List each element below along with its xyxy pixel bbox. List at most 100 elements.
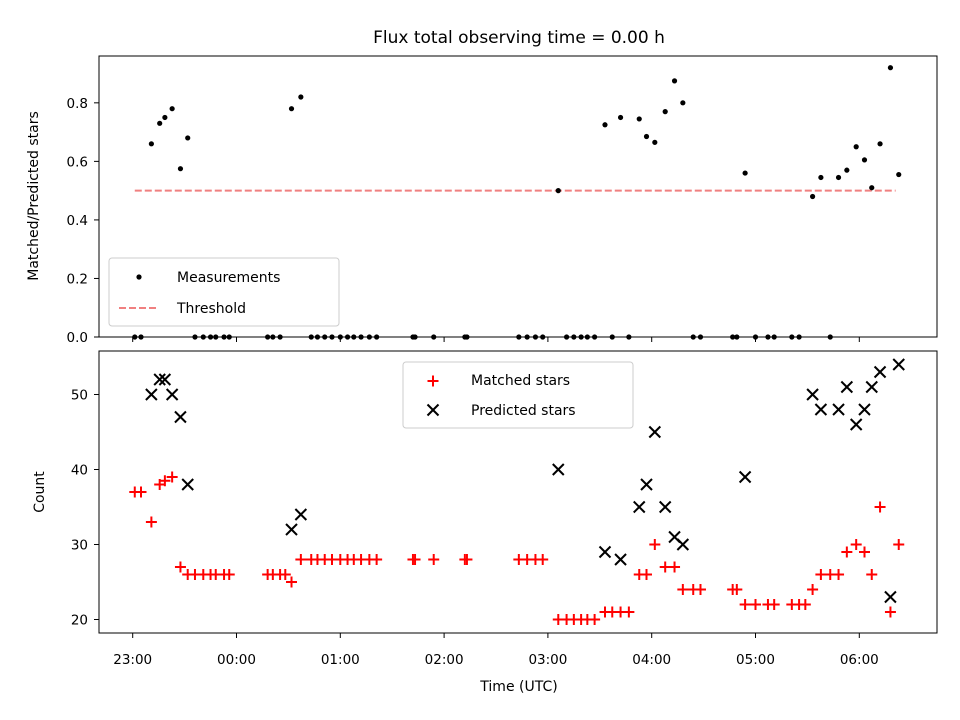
measurement-point bbox=[643, 133, 650, 140]
chart-title: Flux total observing time = 0.00 h bbox=[373, 28, 665, 48]
matched-star-point bbox=[750, 599, 761, 610]
measurement-point bbox=[555, 188, 561, 194]
predicted-star-point bbox=[884, 590, 897, 604]
matched-star-point bbox=[659, 561, 671, 573]
predicted-star-point bbox=[158, 373, 172, 386]
legend-matched-label: Matched stars bbox=[471, 373, 570, 389]
matched-star-point bbox=[159, 475, 171, 487]
legend-matched-plus bbox=[427, 375, 439, 387]
x-tick-label: 02:00 bbox=[425, 652, 464, 668]
predicted-star-point bbox=[648, 425, 662, 439]
predicted-star-point bbox=[840, 380, 854, 394]
predicted-star-point bbox=[153, 373, 166, 386]
x-tick-label: 06:00 bbox=[840, 652, 879, 668]
predicted-star-point bbox=[814, 403, 828, 416]
measurement-point bbox=[835, 174, 842, 181]
predicted-star-point bbox=[552, 463, 565, 476]
measurement-point bbox=[818, 174, 824, 181]
x-tick-label: 00:00 bbox=[217, 652, 256, 668]
legend-threshold-label: Threshold bbox=[176, 301, 246, 317]
matched-star-point bbox=[807, 584, 819, 595]
matched-star-point bbox=[409, 554, 421, 565]
measurement-point bbox=[148, 141, 154, 147]
matched-star-point bbox=[371, 554, 383, 565]
predicted-star-point bbox=[858, 403, 871, 416]
measurement-point bbox=[617, 114, 624, 121]
measurement-points bbox=[132, 65, 902, 340]
matched-star-point bbox=[669, 561, 681, 573]
predicted-star-point bbox=[633, 500, 646, 514]
predicted-star-point bbox=[165, 388, 179, 401]
matched-star-point bbox=[815, 569, 827, 580]
matched-star-point bbox=[641, 569, 653, 580]
bottom-y-axis-label: Count bbox=[32, 471, 48, 513]
x-tick-label: 01:00 bbox=[321, 652, 360, 668]
top-y-tick-label: 0.0 bbox=[67, 330, 88, 346]
x-tick-label: 05:00 bbox=[736, 652, 775, 668]
predicted-star-point bbox=[873, 365, 887, 379]
measurement-point bbox=[887, 65, 894, 71]
top-y-tick-label: 0.6 bbox=[67, 154, 88, 170]
predicted-star-point bbox=[832, 403, 845, 416]
matched-star-point bbox=[623, 606, 635, 618]
matched-star-point bbox=[858, 546, 870, 558]
bottom-x-ticks: 23:00 00:00 01:00 02:00 03:00 04:00 05:00 06:00 bbox=[113, 633, 879, 668]
predicted-star-points bbox=[145, 358, 905, 604]
bottom-y-tick-label: 40 bbox=[71, 463, 88, 479]
matched-star-point bbox=[731, 584, 743, 595]
x-tick-label: 23:00 bbox=[113, 652, 152, 668]
matched-star-point bbox=[589, 614, 601, 625]
predicted-star-point bbox=[676, 538, 690, 551]
predicted-star-point bbox=[738, 470, 752, 484]
measurement-point bbox=[809, 193, 816, 200]
matched-star-point bbox=[739, 599, 751, 610]
legend-predicted-label: Predicted stars bbox=[471, 403, 576, 419]
top-y-tick-label: 0.8 bbox=[67, 96, 88, 112]
top-y-ticks: 0.0 0.2 0.4 0.6 0.8 bbox=[67, 96, 99, 346]
top-y-tick-label: 0.4 bbox=[67, 213, 88, 229]
matched-star-point bbox=[461, 554, 473, 565]
matched-star-point bbox=[768, 599, 780, 610]
top-y-tick-label: 0.2 bbox=[67, 271, 88, 287]
measurement-point bbox=[185, 135, 191, 141]
bottom-y-tick-label: 20 bbox=[71, 613, 88, 629]
matched-star-point bbox=[893, 539, 905, 550]
matched-star-point bbox=[874, 501, 886, 513]
measurement-point bbox=[861, 157, 868, 163]
x-axis-label: Time (UTC) bbox=[479, 679, 557, 695]
matched-star-point bbox=[286, 576, 298, 588]
matched-star-point bbox=[223, 569, 235, 580]
predicted-star-point bbox=[285, 523, 298, 536]
top-legend-box bbox=[108, 257, 340, 327]
predicted-star-point bbox=[598, 545, 612, 559]
predicted-star-point bbox=[145, 388, 158, 401]
matched-star-point bbox=[145, 516, 157, 528]
legend-measurements-marker bbox=[136, 274, 142, 280]
matched-star-point bbox=[428, 554, 440, 565]
x-tick-label: 04:00 bbox=[632, 652, 671, 668]
bottom-legend-box bbox=[402, 361, 634, 429]
measurement-point bbox=[177, 166, 184, 172]
measurement-point bbox=[602, 122, 608, 128]
predicted-star-point bbox=[181, 478, 194, 491]
predicted-star-point bbox=[640, 478, 653, 491]
measurement-point bbox=[869, 185, 875, 191]
matched-star-point bbox=[841, 546, 853, 558]
bottom-legend: Matched stars Predicted stars bbox=[402, 361, 634, 429]
matched-star-point bbox=[166, 471, 178, 483]
matched-star-points bbox=[129, 471, 905, 625]
bottom-y-tick-label: 30 bbox=[71, 538, 88, 554]
bottom-panel: 20 30 40 50 23:00 00:00 01:00 02:00 03:00 04:00 0… bbox=[32, 350, 938, 695]
legend-matched-marker bbox=[427, 375, 439, 387]
predicted-star-point bbox=[614, 553, 627, 566]
matched-star-point bbox=[833, 569, 845, 580]
predicted-star-point bbox=[865, 380, 878, 394]
measurement-point bbox=[671, 78, 678, 84]
legend-measurements-label: Measurements bbox=[177, 270, 280, 286]
top-y-axis-label: Matched/Predicted stars bbox=[26, 111, 42, 281]
matched-star-point bbox=[799, 599, 811, 610]
matched-star-point bbox=[884, 606, 896, 618]
measurement-point bbox=[896, 171, 902, 178]
measurement-point bbox=[157, 120, 163, 126]
